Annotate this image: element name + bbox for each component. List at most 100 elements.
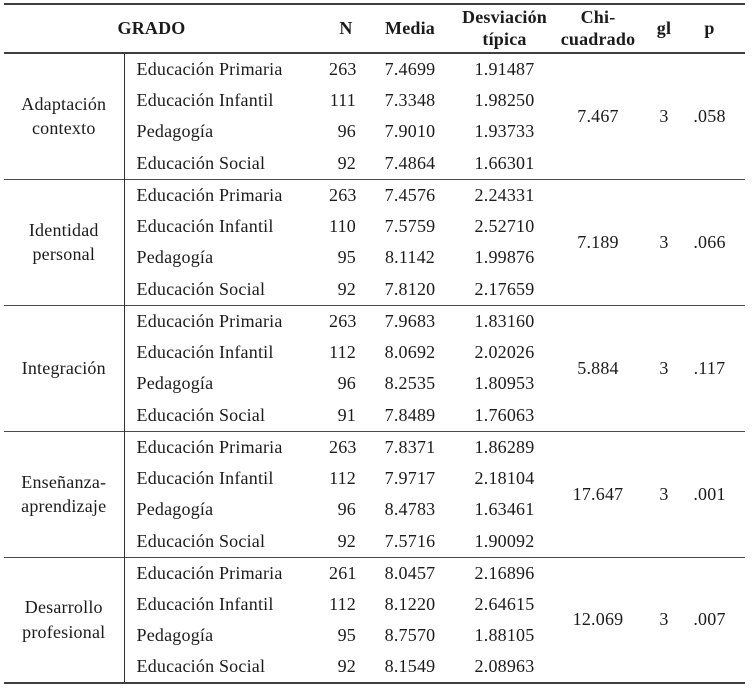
table-row: Pedagogía 95 8.7570 1.88105 (4, 620, 745, 652)
table-row: Enseñanza- aprendizaje Educación Primari… (4, 431, 745, 557)
table-row: Pedagogía 95 8.1142 1.99876 (4, 242, 745, 274)
header-grado: GRADO (117, 17, 186, 38)
cell-chi-cuadrado: 17.647 (572, 483, 624, 504)
cell-media: 8.0692 (384, 341, 436, 362)
table-row: Adaptación contexto Educación Primaria 2… (4, 53, 745, 179)
header-desviacion-tipica: Desviación típica (462, 6, 547, 49)
cell-p: .001 (693, 483, 726, 504)
cell-chi-cuadrado: 12.069 (572, 609, 624, 630)
cell-n: 263 (329, 436, 357, 457)
cell-chi-cuadrado: 5.884 (577, 357, 619, 378)
table-row: Educación Infantil 112 8.1220 2.64615 (4, 589, 745, 621)
cell-grado: Pedagogía (136, 247, 214, 268)
table-header: GRADO N Media Desviación típica Chi- cua… (4, 4, 745, 53)
table-row: Pedagogía 96 7.9010 1.93733 (4, 116, 745, 148)
dimension-label: Desarrollo profesional (4, 557, 125, 683)
cell-media: 7.4864 (384, 152, 436, 173)
header-media: Media (385, 17, 435, 38)
cell-n: 112 (329, 593, 356, 614)
cell-desviacion: 1.91487 (474, 58, 535, 79)
table-group-desarrollo-profesional: Desarrollo profesional Educación Primari… (4, 557, 745, 683)
statistics-table: GRADO N Media Desviación típica Chi- cua… (4, 3, 745, 684)
table-row: Desarrollo profesional Educación Primari… (4, 557, 745, 683)
table-row: Educación Social 91 7.8489 1.76063 (4, 400, 745, 432)
cell-grado: Educación Infantil (136, 467, 274, 488)
cell-grado: Educación Primaria (136, 562, 283, 583)
dimension-label: Identidad personal (4, 179, 125, 305)
cell-chi-cuadrado: 7.189 (577, 231, 619, 252)
cell-gl: 3 (659, 483, 669, 504)
header-row: GRADO N Media Desviación típica Chi- cua… (4, 4, 745, 53)
table-row: Educación Infantil 110 7.5759 2.52710 (4, 211, 745, 243)
cell-n: 92 (337, 152, 356, 173)
cell-grado: Educación Social (136, 656, 266, 677)
dimension-label: Integración (4, 305, 125, 431)
cell-chi-cuadrado: 7.467 (577, 105, 619, 126)
dimension-label: Adaptación contexto (4, 53, 125, 179)
cell-n: 112 (329, 467, 356, 488)
cell-desviacion: 1.76063 (474, 404, 535, 425)
table-row: Educación Social 92 7.4864 1.66301 (4, 148, 745, 180)
cell-media: 7.8371 (384, 436, 436, 457)
cell-media: 7.8489 (384, 404, 436, 425)
cell-n: 92 (337, 656, 356, 677)
table-group-adaptacion-contexto: Adaptación contexto Educación Primaria 2… (4, 53, 745, 179)
cell-media: 7.4699 (384, 58, 436, 79)
cell-n: 92 (337, 530, 356, 551)
cell-n: 263 (329, 184, 357, 205)
cell-n: 95 (337, 625, 356, 646)
cell-n: 263 (329, 58, 357, 79)
cell-media: 7.5716 (384, 530, 436, 551)
cell-grado: Educación Infantil (136, 89, 274, 110)
cell-media: 7.3348 (384, 89, 436, 110)
cell-n: 96 (337, 373, 356, 394)
cell-desviacion: 2.16896 (474, 562, 535, 583)
table-group-integracion: Integración Educación Primaria 263 7.968… (4, 305, 745, 431)
table-row: Educación Infantil 112 8.0692 2.02026 (4, 337, 745, 369)
cell-n: 91 (337, 404, 356, 425)
cell-n: 111 (329, 89, 356, 110)
cell-grado: Educación Social (136, 404, 266, 425)
cell-grado: Educación Infantil (136, 593, 274, 614)
cell-p: .007 (693, 609, 726, 630)
cell-media: 7.8120 (384, 278, 436, 299)
cell-grado: Educación Infantil (136, 215, 274, 236)
cell-n: 96 (337, 121, 356, 142)
table-group-identidad-personal: Identidad personal Educación Primaria 26… (4, 179, 745, 305)
cell-media: 8.7570 (384, 625, 436, 646)
header-p: p (704, 17, 715, 38)
table-row: Pedagogía 96 8.4783 1.63461 (4, 494, 745, 526)
cell-grado: Educación Primaria (136, 310, 283, 331)
cell-grado: Educación Social (136, 530, 266, 551)
table-row: Educación Social 92 8.1549 2.08963 (4, 652, 745, 684)
cell-gl: 3 (659, 105, 669, 126)
cell-gl: 3 (659, 357, 669, 378)
cell-desviacion: 1.80953 (474, 373, 535, 394)
cell-n: 263 (329, 310, 357, 331)
cell-desviacion: 2.64615 (474, 593, 535, 614)
cell-n: 110 (329, 215, 356, 236)
cell-p: .117 (693, 357, 726, 378)
cell-desviacion: 2.18104 (474, 467, 535, 488)
cell-desviacion: 1.90092 (474, 530, 535, 551)
cell-desviacion: 1.66301 (474, 152, 535, 173)
cell-gl: 3 (659, 231, 669, 252)
cell-desviacion: 1.86289 (474, 436, 535, 457)
table-row: Educación Infantil 112 7.9717 2.18104 (4, 463, 745, 495)
cell-media: 7.9717 (384, 467, 436, 488)
cell-media: 8.0457 (384, 562, 436, 583)
cell-p: .058 (693, 105, 726, 126)
header-chi-cuadrado: Chi- cuadrado (560, 6, 636, 49)
cell-media: 8.2535 (384, 373, 436, 394)
cell-media: 7.5759 (384, 215, 436, 236)
cell-desviacion: 1.88105 (474, 625, 535, 646)
cell-media: 8.4783 (384, 499, 436, 520)
cell-media: 8.1549 (384, 656, 436, 677)
table-row: Pedagogía 96 8.2535 1.80953 (4, 368, 745, 400)
cell-grado: Pedagogía (136, 625, 214, 646)
cell-gl: 3 (659, 609, 669, 630)
cell-n: 112 (329, 341, 356, 362)
cell-media: 8.1220 (384, 593, 436, 614)
cell-n: 261 (329, 562, 357, 583)
